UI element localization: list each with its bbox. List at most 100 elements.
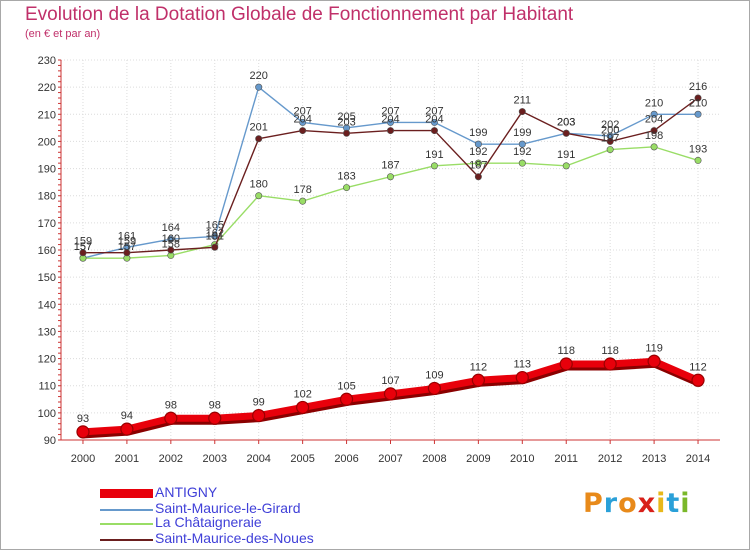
data-point bbox=[562, 162, 570, 170]
y-tick-label: 140 bbox=[38, 299, 56, 311]
data-point bbox=[694, 110, 702, 118]
data-label: 158 bbox=[162, 238, 180, 250]
x-tick-label: 2000 bbox=[71, 453, 95, 465]
legend-label: ANTIGNY bbox=[155, 484, 218, 500]
data-label: 102 bbox=[293, 388, 311, 400]
data-point bbox=[474, 173, 482, 181]
data-label: 202 bbox=[601, 119, 619, 131]
data-point bbox=[694, 94, 702, 102]
data-label: 118 bbox=[557, 345, 575, 357]
data-point bbox=[211, 243, 219, 251]
data-label: 98 bbox=[165, 399, 177, 411]
logo-letter: i bbox=[656, 488, 667, 519]
data-point bbox=[255, 83, 263, 91]
data-point bbox=[386, 127, 394, 135]
data-label: 203 bbox=[557, 116, 575, 128]
legend-label: La Châtaigneraie bbox=[155, 514, 262, 530]
data-label: 112 bbox=[689, 361, 707, 373]
x-tick-label: 2004 bbox=[246, 453, 270, 465]
data-point bbox=[339, 392, 354, 406]
data-label: 197 bbox=[601, 133, 619, 145]
data-point bbox=[606, 146, 614, 154]
data-label: 161 bbox=[206, 230, 224, 242]
x-tick-label: 2002 bbox=[159, 453, 183, 465]
data-point bbox=[79, 249, 87, 257]
data-point bbox=[120, 422, 134, 436]
data-point bbox=[691, 373, 705, 387]
data-label: 210 bbox=[645, 97, 663, 109]
legend-swatch bbox=[100, 539, 153, 541]
data-label: 201 bbox=[250, 122, 268, 134]
data-label: 207 bbox=[381, 105, 399, 117]
x-tick-label: 2003 bbox=[203, 453, 227, 465]
data-label: 191 bbox=[557, 149, 575, 161]
data-point bbox=[518, 159, 526, 167]
data-label: 204 bbox=[425, 114, 443, 126]
data-label: 119 bbox=[645, 342, 663, 354]
y-tick-label: 200 bbox=[38, 136, 56, 148]
legend-swatch bbox=[100, 523, 153, 525]
x-tick-label: 2007 bbox=[378, 453, 402, 465]
data-label: 192 bbox=[469, 146, 487, 158]
data-point bbox=[383, 387, 398, 401]
data-point bbox=[164, 411, 178, 425]
data-label: 204 bbox=[293, 114, 311, 126]
data-point bbox=[562, 129, 570, 137]
data-label: 157 bbox=[74, 241, 92, 253]
data-point bbox=[386, 173, 394, 181]
data-label: 211 bbox=[514, 95, 532, 107]
data-label: 159 bbox=[118, 236, 136, 248]
data-point bbox=[299, 118, 307, 126]
data-point bbox=[430, 162, 438, 170]
data-label: 187 bbox=[469, 160, 487, 172]
data-point bbox=[647, 354, 661, 368]
data-label: 112 bbox=[470, 361, 488, 373]
data-label: 183 bbox=[337, 171, 355, 183]
logo-letter: o bbox=[618, 488, 638, 519]
y-tick-label: 130 bbox=[38, 326, 56, 338]
y-tick-label: 120 bbox=[38, 354, 56, 366]
data-label: 93 bbox=[77, 413, 89, 425]
data-point bbox=[518, 108, 526, 116]
y-tick-label: 190 bbox=[38, 164, 56, 176]
data-label: 157 bbox=[118, 241, 136, 253]
legend-label: Saint-Maurice-des-Noues bbox=[155, 530, 314, 546]
data-point bbox=[299, 127, 307, 135]
y-tick-label: 150 bbox=[38, 272, 56, 284]
x-tick-label: 2010 bbox=[510, 453, 534, 465]
x-tick-label: 2006 bbox=[334, 453, 358, 465]
data-label: 178 bbox=[293, 184, 311, 196]
y-tick-label: 220 bbox=[38, 82, 56, 94]
data-label: 159 bbox=[74, 236, 92, 248]
data-label: 199 bbox=[469, 127, 487, 139]
data-label: 99 bbox=[253, 397, 265, 409]
x-tick-label: 2014 bbox=[686, 453, 710, 465]
data-point bbox=[559, 357, 573, 371]
legend-label: Saint-Maurice-le-Girard bbox=[155, 500, 301, 516]
data-label: 207 bbox=[293, 105, 311, 117]
data-label: 105 bbox=[337, 380, 355, 392]
data-label: 204 bbox=[645, 114, 663, 126]
logo-letter: i bbox=[680, 488, 691, 519]
data-point bbox=[255, 192, 263, 200]
data-label: 193 bbox=[689, 143, 707, 155]
x-tick-label: 2011 bbox=[554, 453, 578, 465]
data-point bbox=[606, 137, 614, 145]
data-label: 187 bbox=[381, 160, 399, 172]
data-label: 157 bbox=[74, 241, 92, 253]
y-tick-label: 230 bbox=[38, 55, 56, 67]
data-point bbox=[694, 156, 702, 164]
proxiti-logo: Proxiti bbox=[583, 488, 691, 519]
logo-letter: t bbox=[666, 488, 681, 519]
x-tick-label: 2001 bbox=[115, 453, 139, 465]
x-tick-label: 2005 bbox=[290, 453, 314, 465]
data-point bbox=[211, 232, 219, 240]
y-tick-label: 110 bbox=[38, 381, 56, 393]
data-point bbox=[76, 425, 90, 439]
data-label: 94 bbox=[121, 410, 133, 422]
data-point bbox=[296, 400, 310, 415]
data-label: 161 bbox=[118, 230, 136, 242]
y-tick-label: 160 bbox=[38, 245, 56, 257]
chart-subtitle: (en € et par an) bbox=[25, 28, 101, 40]
